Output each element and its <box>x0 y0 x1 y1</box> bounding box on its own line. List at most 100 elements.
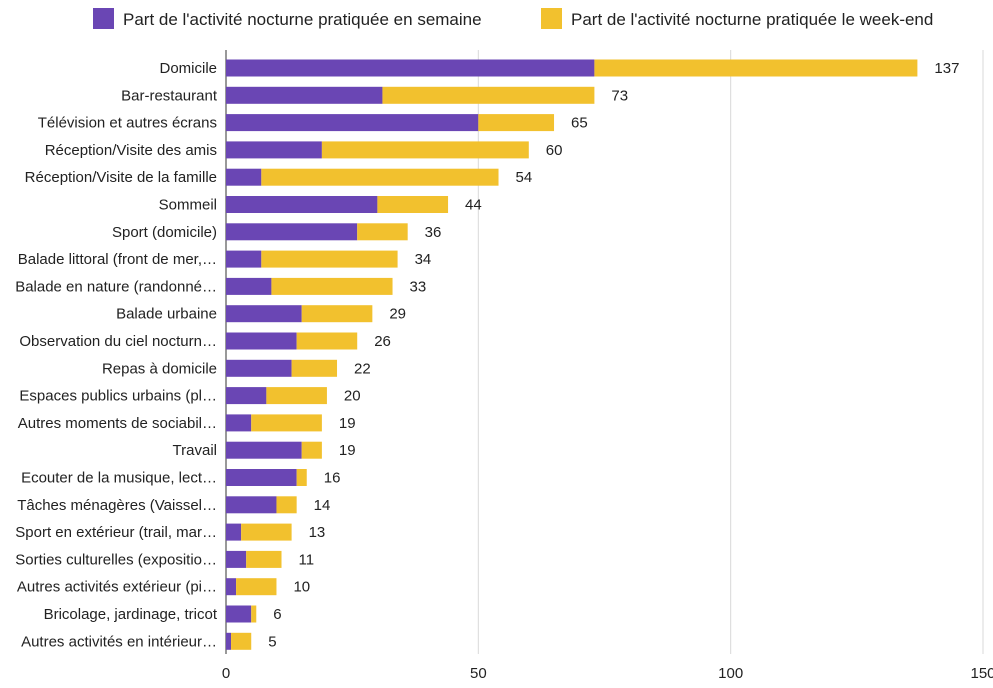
category-label: Autres activités en intérieur… <box>21 633 217 650</box>
category-label: Réception/Visite des amis <box>45 142 217 159</box>
total-value-label: 73 <box>611 87 628 104</box>
bar-segment-weekday <box>226 469 297 486</box>
total-value-label: 137 <box>934 60 959 77</box>
bar-segment-weekday <box>226 414 252 432</box>
total-value-label: 22 <box>354 360 371 377</box>
category-label: Bricolage, jardinage, tricot <box>44 606 218 623</box>
total-value-label: 6 <box>273 606 281 623</box>
category-label: Balade littoral (front de mer,… <box>18 251 217 268</box>
bar-segment-weekend <box>478 114 555 132</box>
category-label: Réception/Visite de la famille <box>25 169 217 186</box>
total-value-label: 29 <box>389 306 406 323</box>
total-value-label: 14 <box>314 497 331 514</box>
bar-segment-weekday <box>226 196 378 213</box>
bar-segment-weekday <box>226 223 358 241</box>
bar-segment-weekend <box>296 332 358 350</box>
category-label: Autres moments de sociabil… <box>18 415 217 432</box>
bar-segment-weekend <box>357 223 408 241</box>
bar-segment-weekend <box>261 168 499 186</box>
x-tick-label: 0 <box>222 665 230 682</box>
total-value-label: 20 <box>344 388 361 405</box>
x-axis-ticks: 0 50 100 150 <box>222 665 993 682</box>
category-labels: Domicile Bar-restaurant Télévision et autr… <box>15 60 218 650</box>
total-value-label: 60 <box>546 142 563 159</box>
total-value-label: 26 <box>374 333 391 350</box>
bar-segment-weekday <box>226 332 297 350</box>
bar-segment-weekend <box>321 141 529 159</box>
bar-segment-weekend <box>251 414 322 432</box>
grid <box>225 50 984 654</box>
bar-segment-weekday <box>226 550 247 568</box>
category-label: Domicile <box>159 60 217 77</box>
category-label: Travail <box>173 442 217 459</box>
bar-segment-weekend <box>276 496 297 514</box>
x-tick-label: 150 <box>970 665 993 682</box>
legend: Part de l'activité nocturne pratiquée en… <box>93 8 933 29</box>
bar-segment-weekend <box>594 59 918 77</box>
x-tick-label: 100 <box>718 665 743 682</box>
bar-segment-weekday <box>226 578 237 596</box>
bar-segment-weekend <box>271 277 393 295</box>
bar-segment-weekday <box>226 632 232 650</box>
bar-segment-weekend <box>301 305 373 323</box>
bar-segment-weekend <box>236 578 277 596</box>
category-label: Balade urbaine <box>116 306 217 323</box>
total-value-label: 33 <box>410 278 427 295</box>
total-value-label: 16 <box>324 470 341 487</box>
bar-segment-weekend <box>301 441 322 459</box>
bar-segment-weekend <box>266 387 327 405</box>
total-value-label: 19 <box>339 415 356 432</box>
total-value-label: 34 <box>415 251 432 268</box>
legend-swatch-weekend <box>541 8 562 29</box>
bar-segment-weekday <box>226 305 302 323</box>
x-tick-label: 50 <box>470 665 487 682</box>
bar-segment-weekday <box>226 114 479 132</box>
category-label: Repas à domicile <box>102 360 217 377</box>
bar-segment-weekend <box>382 86 595 104</box>
category-label: Sport en extérieur (trail, mar… <box>15 524 217 541</box>
legend-label-weekend: Part de l'activité nocturne pratiquée le… <box>571 10 933 29</box>
bar-segment-weekend <box>296 469 307 486</box>
total-value-label: 11 <box>299 551 315 568</box>
total-value-label: 10 <box>293 579 310 596</box>
legend-label-weekday: Part de l'activité nocturne pratiquée en… <box>123 10 482 29</box>
category-label: Sommeil <box>159 197 217 214</box>
bar-segment-weekday <box>226 523 242 541</box>
category-label: Sport (domicile) <box>112 224 217 241</box>
bar-segment-weekend <box>377 196 449 213</box>
bar-segment-weekday <box>226 86 383 104</box>
total-value-label: 5 <box>268 633 276 650</box>
bars <box>226 59 918 650</box>
bar-segment-weekday <box>226 605 252 623</box>
category-label: Bar-restaurant <box>121 87 218 104</box>
bar-segment-weekday <box>226 441 302 459</box>
category-label: Observation du ciel nocturn… <box>19 333 217 350</box>
bar-segment-weekday <box>226 496 277 514</box>
total-value-label: 44 <box>465 197 482 214</box>
bar-segment-weekday <box>226 387 267 405</box>
bar-segment-weekday <box>226 141 322 159</box>
total-value-label: 19 <box>339 442 356 459</box>
category-label: Espaces publics urbains (pl… <box>19 388 217 405</box>
bar-segment-weekend <box>251 605 257 623</box>
category-label: Autres activités extérieur (pi… <box>17 579 217 596</box>
total-labels: 1377365605444363433292622201919161413111… <box>268 60 959 650</box>
bar-segment-weekday <box>226 250 262 268</box>
bar-segment-weekend <box>246 550 282 568</box>
bar-segment-weekend <box>261 250 398 268</box>
bar-segment-weekday <box>226 59 595 77</box>
category-label: Sorties culturelles (expositio… <box>15 551 217 568</box>
bar-segment-weekend <box>241 523 292 541</box>
bar-segment-weekday <box>226 168 262 186</box>
category-label: Télévision et autres écrans <box>38 115 217 132</box>
bar-segment-weekend <box>231 632 252 650</box>
category-label: Balade en nature (randonné… <box>15 278 217 295</box>
bar-segment-weekday <box>226 277 272 295</box>
category-label: Ecouter de la musique, lect… <box>21 470 217 487</box>
total-value-label: 65 <box>571 115 588 132</box>
category-label: Tâches ménagères (Vaissel… <box>17 497 217 514</box>
total-value-label: 13 <box>309 524 326 541</box>
bar-segment-weekend <box>291 359 338 377</box>
legend-swatch-weekday <box>93 8 114 29</box>
